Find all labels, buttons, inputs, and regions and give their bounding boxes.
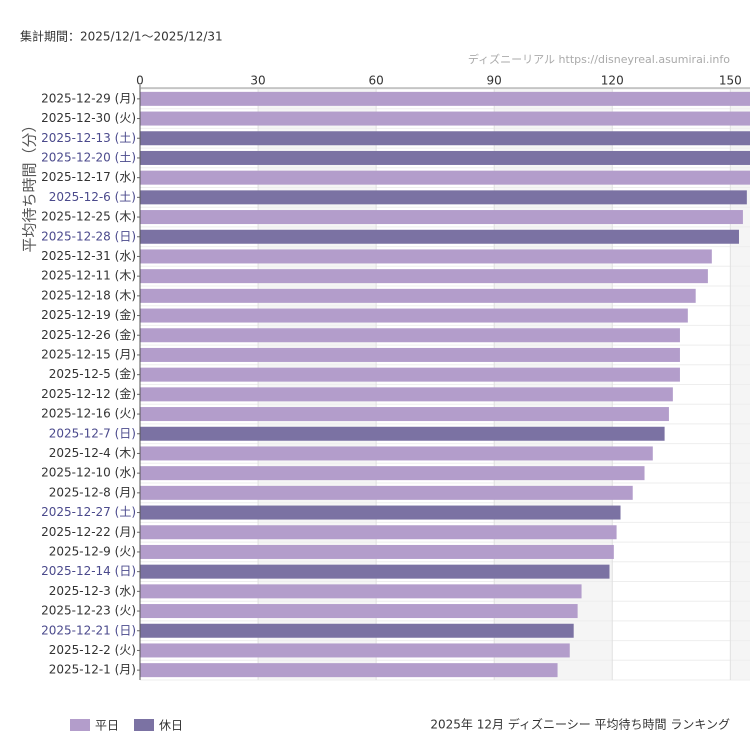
y-tick-label: 2025-12-11 (木) [41, 269, 136, 283]
y-tick-label: 2025-12-29 (月) [41, 91, 136, 105]
legend-swatch [134, 719, 154, 731]
bar [140, 525, 617, 540]
bar [140, 229, 739, 244]
y-tick-label: 2025-12-8 (月) [49, 485, 136, 499]
y-tick-label: 2025-12-27 (土) [41, 505, 136, 519]
y-tick-label: 2025-12-1 (月) [49, 663, 136, 677]
y-tick-label: 2025-12-20 (土) [41, 150, 136, 164]
x-tick-label: 30 [250, 74, 265, 88]
bar [140, 604, 578, 619]
bar [140, 111, 750, 126]
x-tick-label: 60 [368, 74, 383, 88]
y-tick-label: 2025-12-25 (木) [41, 210, 136, 224]
y-tick-label: 2025-12-16 (火) [41, 407, 136, 421]
y-tick-label: 2025-12-3 (水) [49, 584, 136, 598]
bar [140, 505, 621, 520]
y-tick-label: 2025-12-15 (月) [41, 347, 136, 361]
bar [140, 485, 633, 500]
bar [140, 210, 743, 225]
y-tick-label: 2025-12-13 (土) [41, 131, 136, 145]
bar [140, 643, 570, 658]
x-tick-label: 90 [487, 74, 502, 88]
y-tick-label: 2025-12-19 (金) [41, 307, 136, 322]
y-tick-label: 2025-12-30 (火) [41, 111, 136, 125]
bar [140, 663, 558, 678]
bar [140, 407, 669, 422]
y-axis-title: 平均待ち時間（分） [21, 117, 39, 252]
bar [140, 190, 747, 205]
bar [140, 387, 673, 402]
y-tick-label: 2025-12-23 (火) [41, 604, 136, 618]
y-tick-label: 2025-12-18 (木) [41, 288, 136, 302]
y-tick-label: 2025-12-6 (土) [49, 190, 136, 204]
bar [140, 249, 712, 264]
bar [140, 367, 680, 382]
y-tick-label: 2025-12-22 (月) [41, 525, 136, 539]
y-tick-label: 2025-12-9 (火) [49, 544, 136, 558]
bar [140, 308, 688, 323]
y-tick-label: 2025-12-28 (日) [41, 229, 136, 243]
bar [140, 328, 680, 343]
y-tick-label: 2025-12-5 (金) [49, 366, 136, 381]
bar [140, 150, 750, 165]
y-tick-label: 2025-12-17 (水) [41, 170, 136, 184]
y-tick-label: 2025-12-21 (日) [41, 623, 136, 637]
legend-swatch [70, 719, 90, 731]
y-tick-label: 2025-12-12 (金) [41, 386, 136, 401]
x-tick-label: 150 [719, 74, 742, 88]
legend-label: 休日 [159, 719, 183, 733]
x-tick-label: 0 [136, 74, 144, 88]
y-tick-label: 2025-12-4 (木) [49, 446, 136, 460]
legend-label: 平日 [95, 719, 119, 733]
bar [140, 426, 665, 441]
y-tick-label: 2025-12-31 (水) [41, 249, 136, 263]
bar [140, 170, 750, 185]
bar [140, 269, 708, 284]
y-tick-label: 2025-12-14 (日) [41, 564, 136, 578]
bar [140, 131, 750, 146]
y-tick-label: 2025-12-10 (水) [41, 466, 136, 480]
y-tick-label: 2025-12-2 (火) [49, 643, 136, 657]
bar [140, 288, 696, 303]
bar [140, 446, 653, 461]
x-tick-label: 120 [601, 74, 624, 88]
period-label: 集計期間：2025/12/1〜2025/12/31 [20, 29, 223, 44]
bar [140, 347, 680, 362]
y-tick-label: 2025-12-7 (日) [49, 426, 136, 440]
bars [140, 91, 750, 678]
y-tick-label: 2025-12-26 (金) [41, 327, 136, 342]
bar [140, 564, 610, 579]
bar [140, 584, 582, 599]
bar [140, 91, 750, 106]
source: ディズニーリアル https://disneyreal.asumirai.inf… [468, 52, 730, 66]
bar [140, 466, 645, 481]
bar [140, 544, 614, 559]
bar [140, 623, 574, 638]
footer-title: 2025年 12月 ディズニーシー 平均待ち時間 ランキング [430, 717, 730, 732]
